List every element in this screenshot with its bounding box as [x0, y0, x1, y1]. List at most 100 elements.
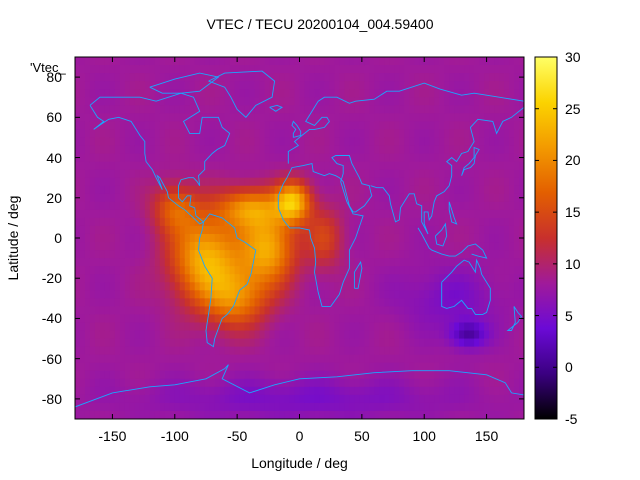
heatmap-cell	[139, 282, 146, 291]
heatmap-cell	[94, 225, 101, 235]
heatmap-cell	[429, 306, 435, 316]
heatmap-cell	[264, 137, 271, 147]
heatmap-cell	[184, 282, 191, 291]
heatmap-cell	[469, 193, 475, 203]
heatmap-cell	[129, 370, 136, 380]
heatmap-cell	[359, 266, 365, 275]
heatmap-cell	[464, 370, 470, 380]
heatmap-cell	[509, 105, 515, 114]
heatmap-cell	[144, 298, 151, 307]
heatmap-cell	[429, 258, 435, 267]
heatmap-cell	[374, 322, 380, 332]
heatmap-cell	[344, 113, 350, 122]
heatmap-cell	[329, 209, 336, 219]
heatmap-cell	[364, 370, 370, 380]
heatmap-cell	[174, 298, 181, 307]
heatmap-cell	[464, 113, 470, 122]
heatmap-cell	[134, 137, 141, 147]
heatmap-cell	[504, 145, 510, 155]
heatmap-cell	[234, 306, 241, 316]
heatmap-cell	[159, 105, 166, 114]
heatmap-cell	[134, 233, 141, 243]
heatmap-cell	[99, 129, 106, 139]
heatmap-cell	[139, 121, 146, 130]
heatmap-cell	[374, 57, 380, 66]
heatmap-cell	[364, 209, 370, 219]
heatmap-cell	[209, 145, 216, 155]
heatmap-cell	[259, 338, 266, 348]
heatmap-cell	[394, 402, 400, 412]
heatmap-cell	[329, 225, 336, 235]
heatmap-cell	[199, 402, 206, 412]
heatmap-cell	[84, 137, 91, 147]
heatmap-cell	[469, 57, 475, 66]
heatmap-cell	[389, 314, 395, 324]
heatmap-cell	[309, 322, 316, 332]
heatmap-cell	[379, 129, 385, 139]
heatmap-cell	[279, 298, 286, 307]
heatmap-cell	[294, 113, 301, 122]
heatmap-cell	[439, 242, 445, 251]
heatmap-cell	[389, 113, 395, 122]
heatmap-cell	[484, 298, 490, 307]
heatmap-cell	[449, 402, 455, 412]
heatmap-cell	[164, 193, 171, 203]
heatmap-cell	[434, 57, 440, 66]
heatmap-cell	[169, 73, 176, 82]
heatmap-cell	[349, 330, 355, 340]
heatmap-cell	[294, 97, 301, 106]
heatmap-cell	[169, 201, 176, 211]
heatmap-cell	[99, 217, 106, 227]
heatmap-cell	[344, 298, 350, 307]
heatmap-cell	[499, 314, 505, 324]
heatmap-cell	[144, 177, 151, 187]
heatmap-cell	[514, 290, 520, 299]
heatmap-cell	[309, 57, 316, 66]
x-tick-label: 50	[354, 428, 370, 444]
heatmap-cell	[134, 129, 141, 139]
heatmap-cell	[294, 185, 301, 195]
heatmap-cell	[99, 378, 106, 388]
heatmap-cell	[94, 209, 101, 219]
heatmap-cell	[324, 330, 331, 340]
heatmap-cell	[154, 386, 161, 396]
heatmap-cell	[169, 137, 176, 147]
heatmap-cell	[374, 394, 380, 404]
heatmap-cell	[244, 97, 251, 106]
heatmap-cell	[224, 338, 231, 348]
heatmap-cell	[384, 225, 390, 235]
heatmap-cell	[479, 97, 485, 106]
heatmap-cell	[454, 338, 460, 348]
heatmap-cell	[339, 65, 345, 74]
heatmap-cell	[189, 346, 196, 356]
heatmap-cell	[369, 169, 375, 179]
heatmap-cell	[144, 89, 151, 98]
heatmap-cell	[304, 258, 311, 267]
heatmap-cell	[174, 330, 181, 340]
heatmap-cell	[429, 330, 435, 340]
heatmap-cell	[479, 394, 485, 404]
heatmap-cell	[134, 386, 141, 396]
heatmap-cell	[104, 314, 111, 324]
heatmap-cell	[239, 105, 246, 114]
heatmap-cell	[224, 282, 231, 291]
heatmap-cell	[364, 242, 370, 251]
heatmap-cell	[504, 113, 510, 122]
heatmap-cell	[214, 225, 221, 235]
heatmap-cell	[174, 217, 181, 227]
heatmap-cell	[384, 137, 390, 147]
heatmap-cell	[474, 402, 480, 412]
heatmap-cell	[474, 378, 480, 388]
heatmap-cell	[484, 354, 490, 364]
heatmap-cell	[309, 346, 316, 356]
heatmap-cell	[349, 290, 355, 299]
heatmap-cell	[399, 370, 405, 380]
heatmap-cell	[319, 121, 326, 130]
heatmap-cell	[174, 105, 181, 114]
heatmap-cell	[174, 338, 181, 348]
heatmap-cell	[329, 57, 336, 66]
heatmap-cell	[489, 274, 495, 283]
heatmap-cell	[384, 378, 390, 388]
heatmap-cell	[359, 362, 365, 372]
heatmap-cell	[264, 145, 271, 155]
